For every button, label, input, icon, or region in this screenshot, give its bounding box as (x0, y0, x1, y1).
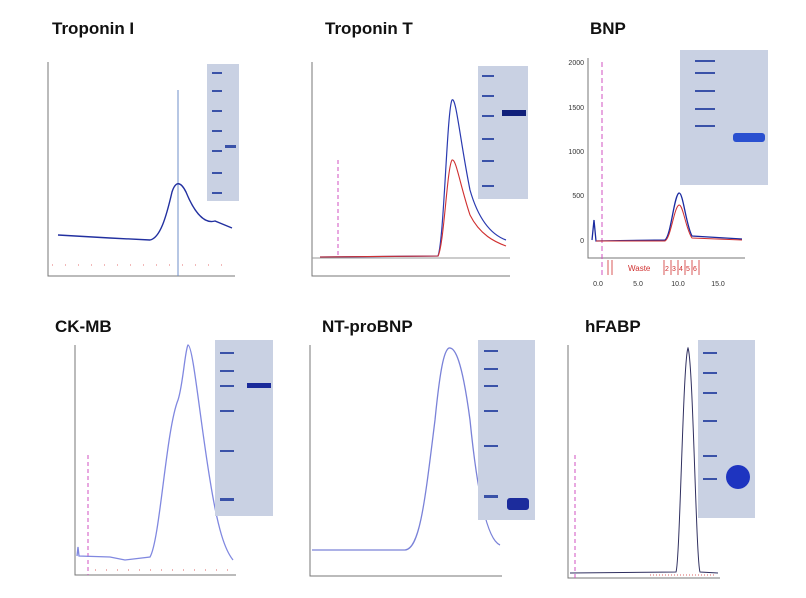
panel-nt-probnp: NT-proBNP (309, 317, 535, 577)
y-tick-label: 1000 (568, 149, 584, 156)
panel-ck-mb: CK-MB (55, 317, 273, 576)
panel-bnp: BNP 0 500 1000 1500 2000 0.0 5.0 10.0 15… (568, 19, 768, 288)
elution-curve (569, 346, 719, 574)
gel-image (215, 340, 273, 516)
gel-image (478, 340, 535, 520)
y-tick-label: 2000 (568, 60, 584, 67)
gel-ladder (212, 72, 236, 194)
panel-title: NT-proBNP (322, 317, 413, 336)
elution-curve (319, 99, 507, 258)
axes (309, 345, 502, 577)
panel-title: Troponin I (52, 19, 134, 38)
gel-image (680, 50, 768, 185)
panel-troponin-i: Troponin I (47, 19, 239, 277)
elution-curve (591, 192, 743, 242)
y-tick-label: 0 (580, 238, 584, 245)
elution-curve (76, 344, 234, 561)
panel-title: BNP (590, 19, 626, 38)
x-tick-label: 15.0 (711, 281, 725, 288)
gel-image (478, 66, 528, 199)
panel-title: hFABP (585, 317, 641, 336)
x-tick-label: 10.0 (671, 281, 685, 288)
axes (74, 345, 236, 576)
fraction-number: 4 (679, 266, 683, 273)
fraction-label: Waste (628, 264, 651, 273)
x-tick-label: 5.0 (633, 281, 643, 288)
axes (567, 345, 720, 579)
elution-curve (319, 159, 507, 258)
elution-curve (57, 183, 233, 241)
panel-title: CK-MB (55, 317, 112, 336)
panel-hfabp: hFABP (567, 317, 755, 579)
elution-curve (596, 204, 743, 242)
fraction-number: 3 (672, 266, 676, 273)
y-tick-label: 500 (572, 193, 584, 200)
fraction-number: 6 (693, 266, 697, 273)
gel-image (698, 340, 755, 518)
axes (311, 62, 510, 277)
axes (587, 58, 745, 259)
axes (47, 62, 235, 277)
panel-title: Troponin T (325, 19, 413, 38)
x-tick-label: 0.0 (593, 281, 603, 288)
gel-ladder (220, 352, 271, 501)
fraction-ticks (607, 260, 700, 275)
gel-image (207, 64, 239, 201)
panel-troponin-t: Troponin T (311, 19, 528, 277)
gel-ladder (482, 75, 526, 187)
gel-ladder (484, 350, 529, 510)
fraction-number: 5 (686, 266, 690, 273)
y-tick-label: 1500 (568, 105, 584, 112)
fraction-number: 2 (665, 266, 669, 273)
gel-ladder (695, 60, 765, 142)
gel-ladder (703, 352, 750, 489)
